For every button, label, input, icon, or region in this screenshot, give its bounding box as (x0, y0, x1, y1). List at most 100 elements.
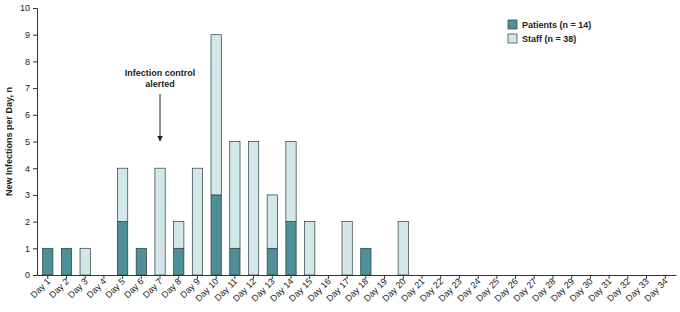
y-tick-mark (33, 222, 37, 223)
legend-label: Staff (n = 38) (522, 34, 576, 44)
y-tick: 3 (25, 190, 37, 200)
x-tick: Day 2 (47, 275, 71, 300)
x-tick-mark (478, 275, 479, 279)
y-tick-label: 3 (25, 190, 30, 200)
bar-segment (267, 195, 277, 248)
bar-segment (548, 275, 558, 276)
x-tick-mark (253, 275, 254, 279)
x-tick: Day 34 (642, 275, 669, 304)
bar-segment (473, 275, 483, 276)
y-tick: 2 (25, 217, 37, 227)
legend: Patients (n = 14)Staff (n = 38) (508, 20, 591, 44)
y-tick-mark (33, 35, 37, 36)
bar-segment (43, 248, 53, 275)
x-tick-label: Day 1 (28, 276, 52, 300)
x-tick-mark (160, 275, 161, 279)
bar-segment (61, 248, 71, 275)
bar-segment (248, 142, 258, 276)
bar-segment (323, 275, 333, 276)
bar-segment (604, 275, 614, 276)
x-tick-label: Day 5 (103, 276, 127, 300)
y-tick-label: 6 (25, 110, 30, 120)
x-tick-mark (459, 275, 460, 279)
annotation-arrow (160, 94, 161, 141)
bar-segment (567, 275, 577, 276)
y-tick-mark (33, 8, 37, 9)
bar-segment (286, 142, 296, 222)
bar-segment (529, 275, 539, 276)
x-tick-mark (234, 275, 235, 279)
y-tick-label: 4 (25, 164, 30, 174)
bar-segment (548, 275, 558, 276)
bar-segment (155, 168, 165, 275)
bar-segment (117, 168, 127, 221)
bar-segment (585, 275, 595, 276)
bar-segment (80, 248, 90, 275)
x-tick: Day 8 (159, 275, 183, 300)
bar-segment (174, 248, 184, 275)
bar-segment (267, 248, 277, 275)
y-tick-label: 9 (25, 30, 30, 40)
x-tick-mark (309, 275, 310, 279)
bar-segment (99, 275, 109, 276)
bar-segment (417, 275, 427, 276)
x-tick-mark (66, 275, 67, 279)
y-tick-mark (33, 142, 37, 143)
bar-segment (623, 275, 633, 276)
y-tick-label: 1 (25, 244, 30, 254)
bar-segment (492, 275, 502, 276)
annotation: Infection controlalerted (125, 68, 196, 141)
bar-segment (379, 275, 389, 276)
y-axis-title: New Infections per Day, n (4, 87, 14, 196)
bar-segment (361, 248, 371, 249)
x-tick-mark (646, 275, 647, 279)
x-tick-mark (272, 275, 273, 279)
bar-segment (529, 275, 539, 276)
x-tick-label: Day 4 (85, 276, 109, 300)
x-tick-mark (384, 275, 385, 279)
x-tick-mark (440, 275, 441, 279)
x-tick: Day 6 (122, 275, 146, 300)
x-tick-mark (103, 275, 104, 279)
x-tick-mark (178, 275, 179, 279)
bar-segment (492, 275, 502, 276)
x-tick-label: Day 34 (642, 276, 669, 303)
x-tick-mark (590, 275, 591, 279)
bar-segment (43, 248, 53, 249)
bar-segment (136, 248, 146, 249)
y-tick: 4 (25, 164, 37, 174)
legend-swatch (508, 34, 517, 43)
bar-segment (61, 248, 71, 249)
x-tick-mark (496, 275, 497, 279)
bar-segment (623, 275, 633, 276)
x-tick-mark (291, 275, 292, 279)
x-tick: Day 5 (103, 275, 127, 300)
y-tick-label: 5 (25, 137, 30, 147)
y-tick: 9 (25, 30, 37, 40)
bar-segment (305, 222, 315, 275)
bar-segment (604, 275, 614, 276)
x-tick-mark (216, 275, 217, 279)
y-tick-mark (33, 115, 37, 116)
y-tick: 1 (25, 244, 37, 254)
x-tick-mark (515, 275, 516, 279)
bar-segment (398, 222, 408, 275)
bar-segment (342, 222, 352, 275)
x-tick: Day 7 (141, 275, 165, 300)
bar-segment (585, 275, 595, 276)
bar-segment (454, 275, 464, 276)
legend-swatch (508, 20, 517, 29)
x-axis-line (38, 275, 677, 276)
bar-segment (641, 275, 651, 276)
x-axis: Day 1Day 2Day 3Day 4Day 5Day 6Day 7Day 8… (28, 275, 676, 304)
bar-segment (117, 222, 127, 275)
annotation-text: alerted (145, 79, 175, 89)
y-tick-mark (33, 248, 37, 249)
bar-segment (323, 275, 333, 276)
y-tick-label: 2 (25, 217, 30, 227)
bar-segment (436, 275, 446, 276)
x-tick-mark (141, 275, 142, 279)
bar-segment (510, 275, 520, 276)
y-tick: 6 (25, 110, 37, 120)
y-tick-label: 8 (25, 57, 30, 67)
